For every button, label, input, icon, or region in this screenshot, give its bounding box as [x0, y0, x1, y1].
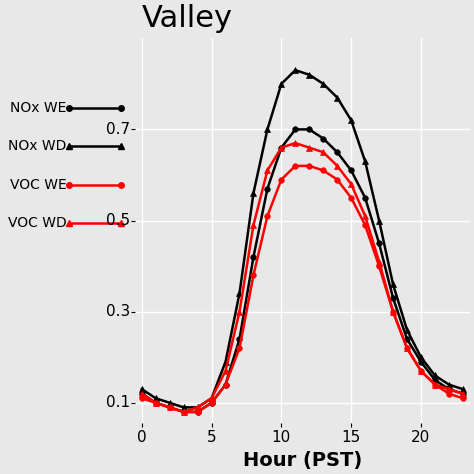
Text: 0.3: 0.3: [106, 304, 130, 319]
Text: 0.5: 0.5: [106, 213, 130, 228]
Text: NOx WE: NOx WE: [10, 100, 67, 115]
X-axis label: Hour (PST): Hour (PST): [243, 451, 362, 470]
Text: 0.1: 0.1: [106, 395, 130, 410]
Text: NOx WD: NOx WD: [9, 139, 67, 153]
Text: VOC WE: VOC WE: [10, 178, 67, 191]
Text: 0.7: 0.7: [106, 122, 130, 137]
Text: VOC WD: VOC WD: [8, 216, 67, 230]
Text: Valley: Valley: [141, 4, 232, 33]
